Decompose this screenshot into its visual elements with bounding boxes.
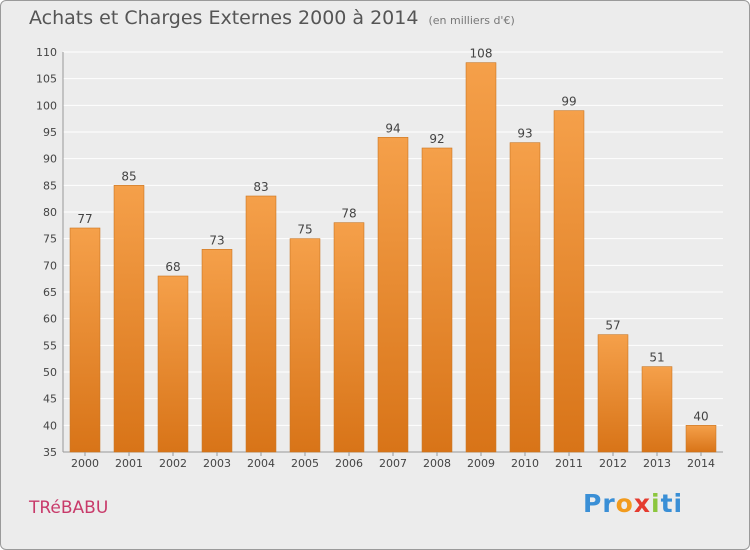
x-tick-label: 2009 bbox=[467, 457, 495, 470]
y-tick-label: 50 bbox=[43, 366, 57, 379]
y-tick-label: 90 bbox=[43, 153, 57, 166]
x-tick-label: 2008 bbox=[423, 457, 451, 470]
bar bbox=[641, 366, 673, 453]
bar bbox=[553, 110, 585, 453]
y-tick-label: 70 bbox=[43, 259, 57, 272]
bar bbox=[245, 195, 277, 453]
data-label: 92 bbox=[429, 132, 444, 146]
x-tick-label: 2006 bbox=[335, 457, 363, 470]
y-tick-label: 95 bbox=[43, 126, 57, 139]
bar bbox=[201, 249, 233, 453]
bar bbox=[113, 185, 145, 453]
data-label: 85 bbox=[121, 169, 136, 183]
x-tick-label: 2003 bbox=[203, 457, 231, 470]
data-label: 40 bbox=[693, 409, 708, 423]
y-tick-label: 110 bbox=[36, 46, 57, 59]
data-label: 68 bbox=[165, 260, 180, 274]
x-tick-label: 2005 bbox=[291, 457, 319, 470]
data-label: 57 bbox=[605, 319, 620, 333]
logo-letter: x bbox=[633, 489, 651, 518]
data-label: 108 bbox=[470, 47, 493, 61]
y-tick-label: 45 bbox=[43, 393, 57, 406]
bar bbox=[377, 137, 409, 453]
x-tick-label: 2013 bbox=[643, 457, 671, 470]
y-tick-label: 55 bbox=[43, 339, 57, 352]
x-tick-label: 2014 bbox=[687, 457, 715, 470]
x-tick-label: 2002 bbox=[159, 457, 187, 470]
bar bbox=[421, 147, 453, 453]
data-label: 51 bbox=[649, 351, 664, 365]
y-tick-label: 75 bbox=[43, 233, 57, 246]
data-label: 78 bbox=[341, 207, 356, 221]
y-tick-label: 100 bbox=[36, 99, 57, 112]
bar bbox=[509, 142, 541, 453]
x-tick-label: 2007 bbox=[379, 457, 407, 470]
y-tick-label: 85 bbox=[43, 179, 57, 192]
logo-letter: i bbox=[651, 489, 661, 518]
bar bbox=[465, 62, 497, 453]
bar bbox=[289, 238, 321, 453]
y-tick-label: 40 bbox=[43, 419, 57, 432]
bar bbox=[69, 227, 101, 453]
y-tick-label: 80 bbox=[43, 206, 57, 219]
logo-letter: P bbox=[583, 489, 603, 518]
x-tick-label: 2012 bbox=[599, 457, 627, 470]
y-tick-label: 35 bbox=[43, 446, 57, 459]
data-label: 99 bbox=[561, 95, 576, 109]
proxiti-logo: Proxiti bbox=[583, 489, 683, 518]
bar bbox=[685, 425, 717, 453]
x-tick-label: 2000 bbox=[71, 457, 99, 470]
data-label: 83 bbox=[253, 180, 268, 194]
data-label: 77 bbox=[77, 212, 92, 226]
data-label: 73 bbox=[209, 233, 224, 247]
chart-title-text: Achats et Charges Externes 2000 à 2014 bbox=[29, 7, 419, 29]
data-label: 75 bbox=[297, 223, 312, 237]
y-tick-label: 65 bbox=[43, 286, 57, 299]
x-tick-label: 2010 bbox=[511, 457, 539, 470]
logo-letter: ti bbox=[660, 489, 684, 518]
bar bbox=[597, 334, 629, 453]
bar bbox=[157, 275, 189, 453]
y-tick-label: 60 bbox=[43, 313, 57, 326]
chart-subtitle: (en milliers d'€) bbox=[428, 14, 515, 27]
x-tick-label: 2004 bbox=[247, 457, 275, 470]
x-tick-label: 2011 bbox=[555, 457, 583, 470]
x-tick-label: 2001 bbox=[115, 457, 143, 470]
commune-name: TRéBABU bbox=[29, 498, 109, 518]
chart-title: Achats et Charges Externes 2000 à 2014 (e… bbox=[29, 7, 515, 29]
y-tick-label: 105 bbox=[36, 73, 57, 86]
bar bbox=[333, 222, 365, 453]
data-label: 93 bbox=[517, 127, 532, 141]
logo-letter: o bbox=[615, 489, 634, 518]
data-label: 94 bbox=[385, 121, 400, 135]
logo-letter: r bbox=[602, 489, 616, 518]
